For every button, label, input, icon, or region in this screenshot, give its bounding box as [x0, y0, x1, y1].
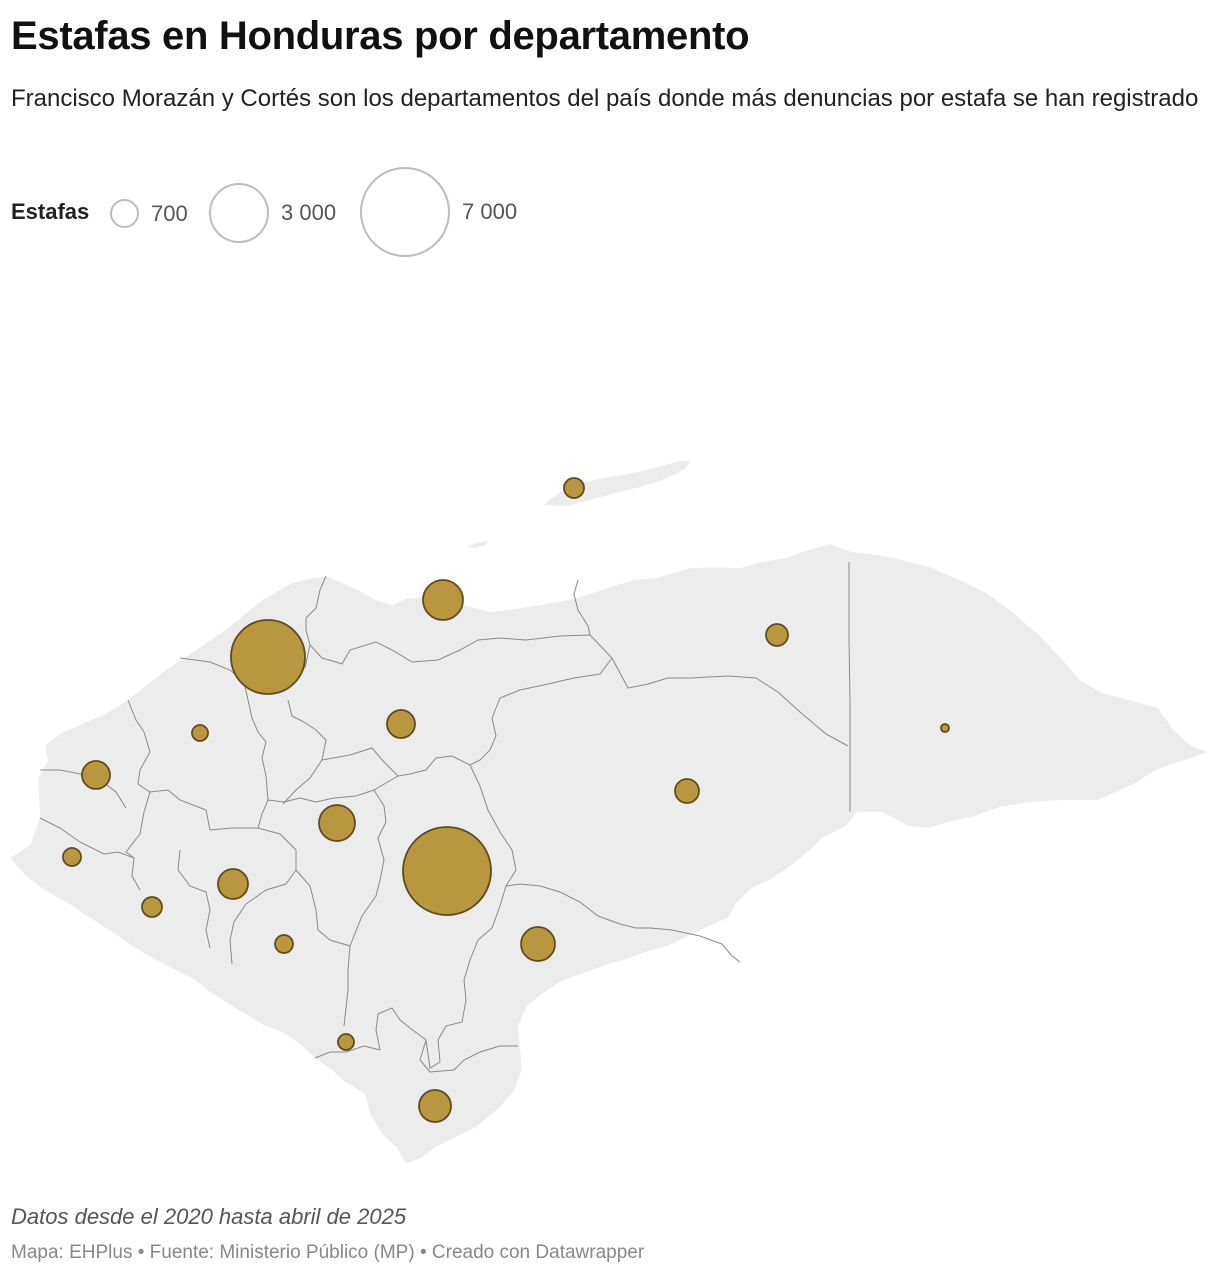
- bubble-comayagua[interactable]: [318, 804, 356, 842]
- border-fm-east: [505, 883, 741, 963]
- bubble-ocotepeque[interactable]: [62, 847, 82, 867]
- bubble-gracias-a-dios[interactable]: [940, 723, 950, 733]
- chart-header: Estafas en Honduras por departamento Fra…: [11, 10, 1211, 115]
- land-group: [9, 460, 1209, 1165]
- border-lempira-south: [177, 849, 211, 949]
- department-borders: [39, 562, 851, 1073]
- border-cortes-south: [179, 657, 269, 801]
- bubble-atlantida[interactable]: [422, 579, 464, 621]
- border-olancho-west: [611, 657, 849, 747]
- bubble-valle[interactable]: [337, 1033, 355, 1051]
- island-guanaja: [670, 461, 690, 473]
- island-utila: [466, 541, 488, 548]
- legend-circle-large: [360, 167, 450, 257]
- chart-title: Estafas en Honduras por departamento: [11, 14, 750, 58]
- bubble-cortes[interactable]: [230, 619, 306, 695]
- bubble-yoro[interactable]: [386, 709, 416, 739]
- border-gracias-dios: [848, 562, 851, 812]
- legend-label-7000: 7 000: [462, 199, 518, 224]
- legend-label-3000: 3 000: [281, 200, 337, 225]
- bubble-el-paraiso[interactable]: [520, 926, 556, 962]
- border-valle: [419, 1039, 518, 1073]
- bubble-intibuca[interactable]: [217, 868, 249, 900]
- mainland-shape: [9, 543, 1209, 1165]
- border-fm-west: [343, 789, 387, 1027]
- legend-item-7000: 7 000: [360, 167, 517, 257]
- border-santa-barbara: [127, 699, 211, 831]
- honduras-map: [0, 440, 1220, 1180]
- border-la-paz: [257, 775, 399, 829]
- border-lempira: [125, 791, 151, 859]
- bubble-francisco-morazan[interactable]: [402, 826, 492, 916]
- bubble-lempira[interactable]: [141, 896, 163, 918]
- bubbles-layer: [62, 477, 950, 1123]
- data-note: Datos desde el 2020 hasta abril de 2025: [11, 1204, 407, 1229]
- border-yoro-west: [309, 634, 613, 766]
- border-yoro-south: [282, 699, 327, 805]
- chart-subtitle: Francisco Morazán y Cortés son los depar…: [11, 85, 1199, 112]
- bubble-colon[interactable]: [765, 623, 789, 647]
- source-footer: Mapa: EHPlus • Fuente: Ministerio Públic…: [11, 1242, 645, 1263]
- bubble-la-paz[interactable]: [274, 934, 294, 954]
- legend-circle-small: [110, 199, 139, 228]
- border-intibuca-south: [229, 883, 287, 965]
- border-choluteca: [314, 1045, 381, 1059]
- legend-label-700: 700: [151, 200, 188, 226]
- legend-item-3000: 3 000: [209, 183, 336, 243]
- map-svg: [9, 460, 1209, 1165]
- border-la-paz-south: [295, 869, 351, 947]
- border-ocotepeque: [39, 817, 141, 891]
- bubble-copan[interactable]: [81, 760, 111, 790]
- border-comayagua: [321, 747, 517, 887]
- border-el-paraiso: [375, 885, 507, 1069]
- border-gracias: [573, 579, 591, 636]
- bubble-choluteca[interactable]: [418, 1089, 452, 1123]
- bubble-olancho[interactable]: [674, 778, 700, 804]
- legend-item-700: 700: [110, 199, 188, 228]
- legend-title: Estafas: [11, 199, 90, 224]
- bubble-islas-bahia[interactable]: [563, 477, 585, 499]
- bubble-santa-barbara[interactable]: [191, 724, 209, 742]
- size-legend: Estafas 700 3 000 7 000: [11, 166, 611, 260]
- island-cays: [910, 594, 1020, 658]
- legend-circle-medium: [209, 183, 269, 243]
